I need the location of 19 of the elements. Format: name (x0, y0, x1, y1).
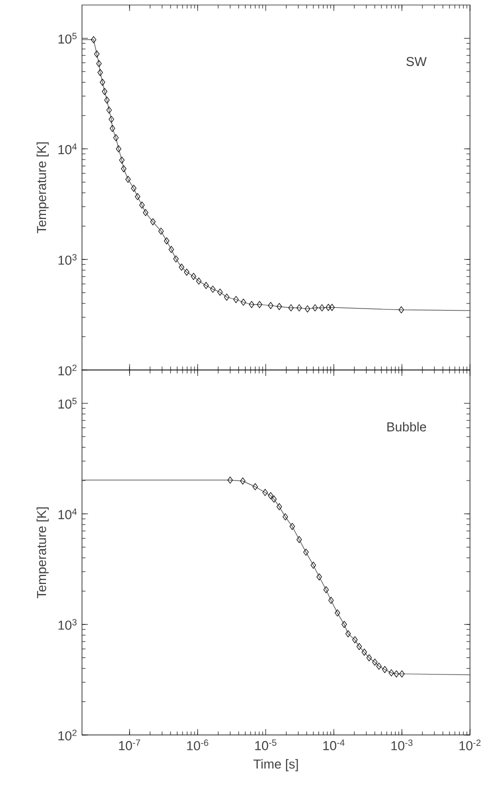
annotation: Bubble (387, 422, 426, 432)
annotation: SW (406, 56, 427, 66)
y-axis-title: Temperature [K] (36, 507, 49, 598)
x-tick-label: 10$^{-7}$ (119, 740, 140, 750)
y-tick-label: 10$^{5}$ (58, 398, 77, 409)
y-tick-label: 10$^{3}$ (58, 254, 77, 265)
y-tick-label: 10$^{4}$ (58, 143, 77, 154)
x-axis-title: Time [s] (254, 759, 298, 772)
x-tick-label: 10$^{-6}$ (187, 740, 208, 750)
y-axis-title: Temperature [K] (36, 142, 49, 234)
x-tick-label: 10$^{-2}$ (459, 740, 481, 750)
y-tick-label: 10$^{3}$ (58, 619, 77, 630)
y-tick-label: 10$^{4}$ (58, 508, 77, 520)
y-tick-label: 10$^{2}$ (58, 364, 77, 376)
y-tick-label: 10$^{2}$ (58, 730, 77, 740)
x-tick-label: 10$^{-5}$ (255, 740, 276, 750)
y-tick-label: 10$^{5}$ (58, 32, 77, 44)
x-tick-label: 10$^{-4}$ (323, 740, 345, 750)
x-tick-label: 10$^{-3}$ (391, 740, 412, 750)
